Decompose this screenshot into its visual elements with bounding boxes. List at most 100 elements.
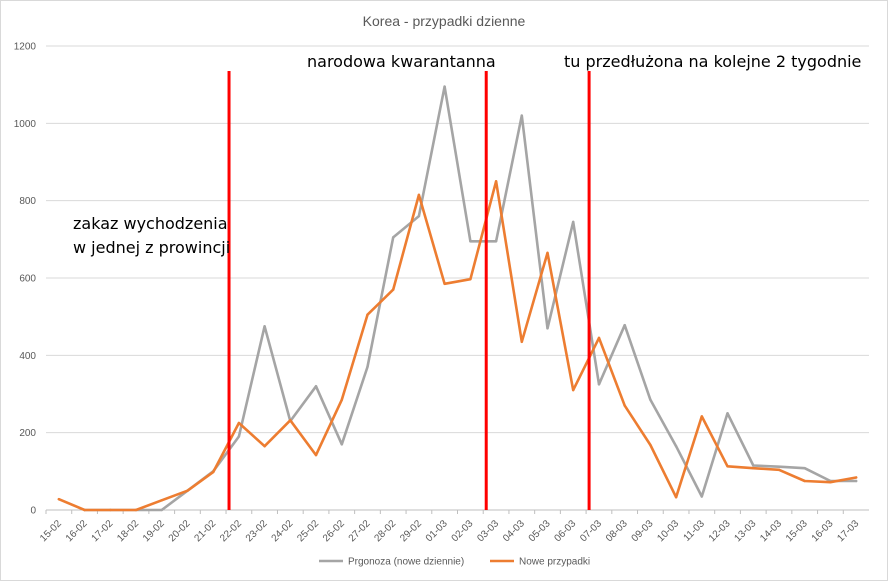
data-point — [854, 476, 858, 479]
data-point — [854, 479, 858, 483]
gridlines — [46, 45, 869, 511]
x-tick-label: 17-03 — [835, 518, 861, 544]
data-point — [263, 325, 266, 328]
x-tick-label: 10-03 — [655, 518, 681, 544]
x-tick-label: 21-02 — [192, 518, 218, 544]
x-tick-label: 17-02 — [90, 518, 116, 544]
data-point — [494, 240, 498, 243]
x-tick-label: 26-02 — [321, 518, 347, 544]
x-tick-label: 09-03 — [630, 518, 656, 544]
data-point — [263, 445, 266, 448]
x-tick-label: 25-02 — [295, 518, 321, 544]
data-point — [597, 336, 601, 340]
data-point — [160, 508, 163, 512]
data-point — [211, 470, 215, 474]
x-tick-label: 13-03 — [733, 518, 759, 544]
data-point — [83, 508, 86, 512]
x-tick-label: 08-03 — [604, 518, 630, 544]
data-point — [469, 277, 472, 281]
x-tick-label: 18-02 — [115, 518, 141, 544]
x-tick-label: 16-02 — [64, 518, 90, 544]
data-point — [623, 323, 626, 327]
chart-title: Korea - przypadki dzienne — [363, 13, 526, 29]
x-tick-label: 14-03 — [758, 518, 784, 544]
event-marker-label: w jednej z prowincji — [73, 238, 230, 257]
x-tick-label: 12-03 — [707, 518, 733, 544]
data-point — [752, 464, 755, 467]
data-point — [494, 180, 498, 183]
data-point — [392, 236, 395, 239]
data-point — [649, 443, 652, 447]
x-tick-label: 01-03 — [424, 518, 450, 544]
y-tick-label: 200 — [19, 428, 36, 439]
data-point — [340, 398, 343, 401]
x-tick-label: 20-02 — [167, 518, 193, 544]
x-tick-label: 05-03 — [527, 518, 553, 544]
data-point — [829, 480, 832, 484]
data-point — [726, 412, 729, 415]
data-point — [572, 388, 575, 392]
legend-label: Nowe przypadki — [519, 557, 590, 568]
data-point — [726, 465, 729, 468]
series-line-0 — [83, 85, 858, 512]
data-point — [803, 479, 806, 483]
data-point — [597, 383, 601, 386]
x-tick-label: 02-03 — [450, 518, 476, 544]
x-tick-label: 23-02 — [244, 518, 270, 544]
data-point — [314, 385, 318, 388]
data-point — [674, 496, 678, 499]
x-tick-label: 19-02 — [141, 518, 167, 544]
data-point — [443, 85, 446, 88]
x-tick-label: 15-03 — [784, 518, 810, 544]
data-point — [546, 251, 549, 255]
data-point — [289, 419, 292, 422]
x-tick-label: 06-03 — [552, 518, 578, 544]
data-point — [340, 443, 343, 446]
data-point — [546, 327, 549, 330]
data-point — [237, 435, 241, 438]
data-point — [366, 365, 369, 369]
data-point — [57, 497, 61, 501]
y-tick-label: 400 — [19, 351, 36, 362]
data-point — [109, 508, 112, 512]
data-point — [160, 499, 163, 502]
data-point — [520, 340, 523, 343]
data-point — [469, 240, 472, 243]
data-point — [777, 465, 781, 468]
legend: Prgonoza (nowe dziennie) Nowe przypadki — [319, 557, 590, 568]
x-tick-label: 29-02 — [398, 518, 424, 544]
y-tick-label: 600 — [19, 274, 36, 285]
data-point — [572, 220, 575, 224]
x-tick-label: 16-03 — [810, 518, 836, 544]
series-line-1 — [57, 180, 858, 512]
data-point — [417, 193, 421, 197]
data-point — [520, 114, 523, 117]
data-point — [623, 404, 626, 407]
x-axis-ticks: 15-02 16-02 17-02 18-02 19-02 20-02 21-02 22-02… — [38, 510, 862, 544]
data-point — [700, 415, 704, 418]
data-point — [134, 508, 138, 512]
data-point — [186, 489, 189, 492]
x-tick-label: 11-03 — [682, 518, 708, 544]
x-tick-label: 15-02 — [38, 518, 64, 544]
data-point — [803, 467, 806, 470]
y-tick-label: 800 — [19, 196, 36, 207]
x-tick-label: 22-02 — [218, 518, 244, 544]
y-tick-label: 0 — [30, 506, 36, 517]
data-point — [700, 495, 704, 498]
data-point — [366, 313, 369, 316]
data-point — [752, 467, 755, 470]
event-markers: zakaz wychodzenia w jednej z prowincji nar… — [73, 52, 861, 510]
series-lines — [57, 85, 858, 512]
data-point — [649, 398, 652, 401]
data-point — [392, 288, 395, 291]
x-tick-label: 03-03 — [475, 518, 501, 544]
y-tick-label: 1000 — [14, 119, 37, 130]
x-tick-label: 04-03 — [501, 518, 527, 544]
data-point — [674, 445, 678, 448]
x-tick-label: 27-02 — [347, 518, 373, 544]
data-point — [314, 453, 318, 457]
event-marker-label: tu przedłużona na kolejne 2 tygodnie — [564, 52, 861, 71]
